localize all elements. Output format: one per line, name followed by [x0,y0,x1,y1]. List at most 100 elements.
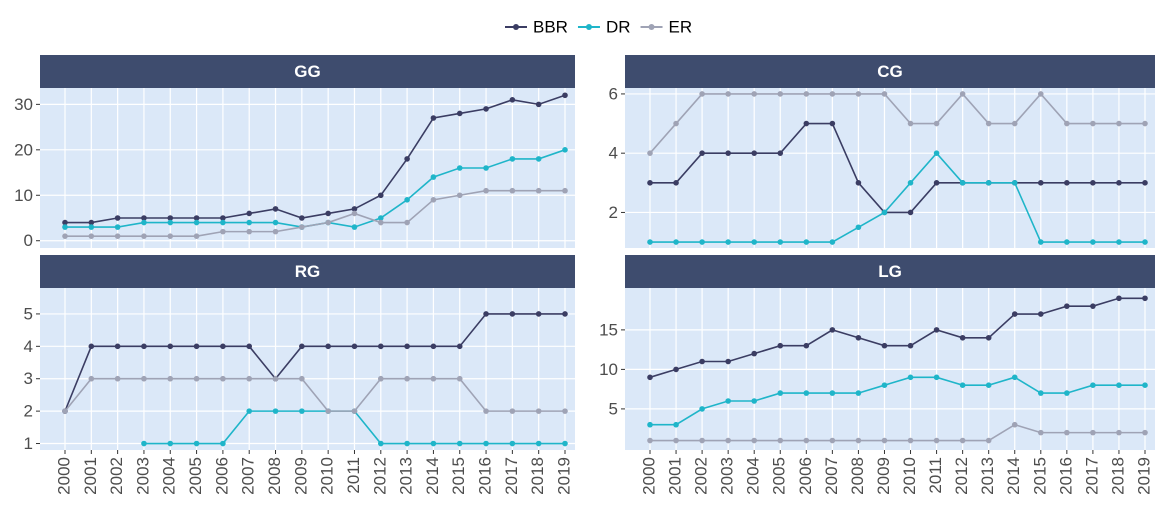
point [1116,295,1122,302]
x-tick-label: 2008 [265,457,284,495]
strip [625,255,1155,288]
point [1090,382,1096,389]
x-tick-label: 2002 [107,457,126,495]
x-tick-label: 2007 [822,457,841,495]
point [699,437,705,444]
y-tick-label: 4 [609,144,618,163]
x-tick-label: 2018 [1108,457,1127,495]
point [456,440,463,447]
point [220,228,226,235]
x-tick-label: 2014 [423,457,442,495]
series-line [65,94,566,224]
point [430,343,437,350]
point [562,408,568,414]
point [456,375,463,382]
point [933,437,940,444]
x-tick-label: 2016 [1056,457,1075,495]
x-tick-label: 2005 [186,457,205,495]
x-tick-label: 2016 [476,457,495,495]
point [1090,180,1096,186]
x-tick-label: 2003 [718,457,737,495]
point [699,150,705,156]
legend-label: DR [606,17,631,36]
point [167,440,174,447]
point [777,91,784,97]
point [404,375,410,382]
point [377,343,384,350]
point [483,106,489,112]
point [1037,180,1044,186]
point [299,375,305,382]
point [456,110,463,117]
point [1142,429,1148,436]
point [673,366,679,373]
point [1116,180,1122,186]
point [1011,120,1018,127]
point [803,437,810,444]
y-tick-label: 5 [24,304,33,323]
series-line [649,92,1145,154]
y-tick-label: 6 [609,84,618,103]
point [141,343,147,350]
point [699,91,705,97]
series-line [64,313,565,412]
point [647,437,653,444]
point [751,239,758,245]
point [673,437,679,444]
legend-key-dot [513,24,519,30]
point [855,224,862,231]
point [1116,239,1122,245]
x-tick-label: 2012 [370,457,389,495]
point [699,358,705,365]
panel [625,88,1155,248]
point [881,91,888,97]
point [803,342,810,349]
point [907,374,914,381]
point [456,343,463,350]
facet-title: RG [295,262,321,281]
x-tick-label: 2006 [212,457,231,495]
point [647,421,653,428]
legend-key-dot [585,24,592,30]
point [483,440,489,447]
point [88,219,95,226]
y-tick-label: 0 [24,231,33,250]
strip [40,55,575,88]
point [141,219,147,226]
point [377,219,384,226]
point [167,343,174,350]
point [272,206,279,212]
point [167,375,174,382]
x-tick-label: 2017 [502,457,521,495]
series-line [650,376,1145,426]
point [299,224,305,230]
point [777,390,784,396]
point [88,375,95,382]
point [62,408,68,414]
point [430,440,437,447]
point [673,239,679,245]
point [325,408,331,414]
point [829,239,836,245]
point [829,327,836,333]
point [985,382,992,389]
point [699,406,705,412]
point [535,311,542,317]
point [299,215,305,221]
point [404,197,410,203]
point [647,150,653,156]
point [1037,390,1044,396]
point [351,408,358,414]
point [1142,180,1148,186]
point [1116,382,1122,389]
facet-title: CG [877,62,903,81]
point [1037,429,1044,436]
point [803,91,810,97]
x-tick-label: 2019 [554,457,573,495]
x-tick-label: 2006 [796,457,815,495]
series-line [649,297,1145,379]
point [1142,382,1148,389]
y-tick-label: 5 [609,399,618,418]
point [751,398,758,404]
